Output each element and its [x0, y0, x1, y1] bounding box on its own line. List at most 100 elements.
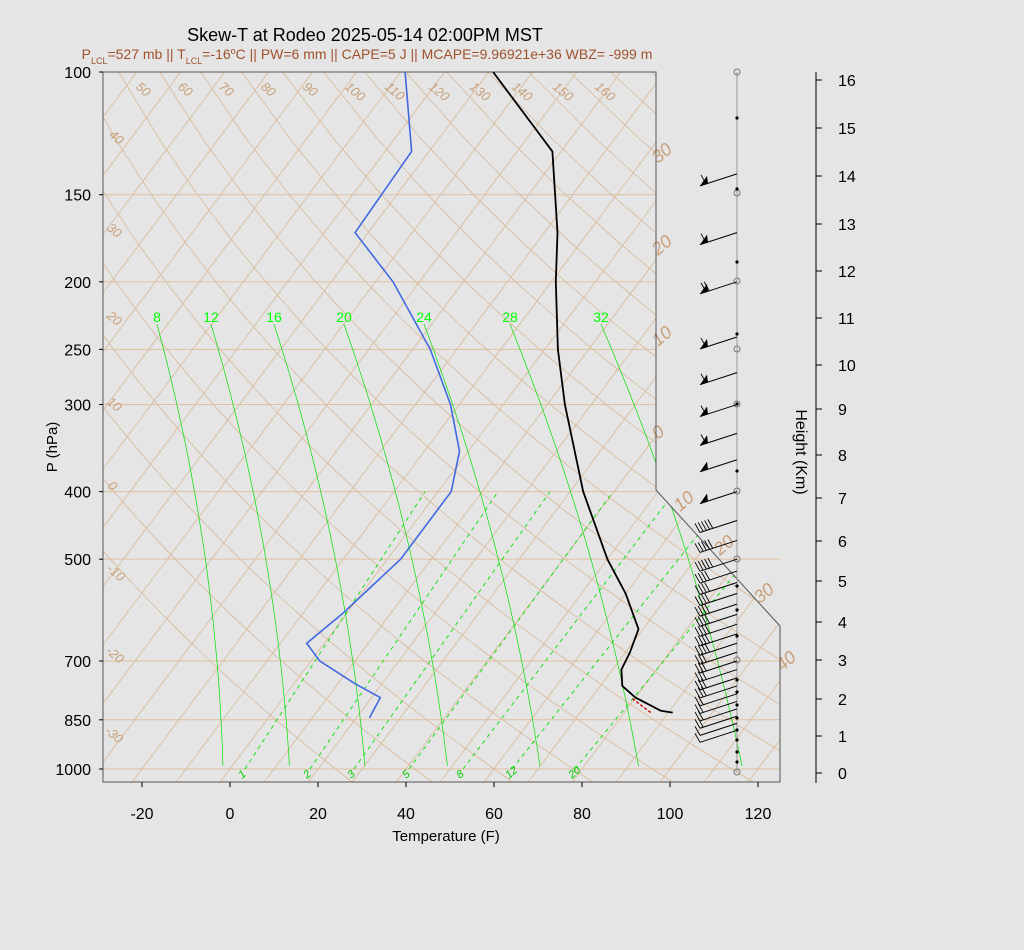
wind-barb	[699, 491, 738, 505]
wind-barb-tick	[701, 594, 707, 604]
wind-barb-tick	[697, 687, 704, 698]
isotherm-line	[614, 72, 780, 782]
mixing-ratio-line	[244, 491, 426, 770]
isotherm-label-top: 90	[300, 79, 321, 100]
dry-adiabat-line	[774, 72, 780, 782]
dry-adiabat-line	[898, 72, 1024, 784]
mixing-ratio-label-bottom: 5	[400, 768, 413, 782]
wind-barb	[694, 693, 738, 707]
wind-level-circle	[733, 768, 741, 776]
isotherm-lines	[0, 40, 1024, 784]
wind-barb-tick	[703, 281, 710, 292]
pressure-tick-label: 850	[64, 713, 91, 730]
wind-barb-tick	[700, 282, 707, 293]
isotherm-line	[103, 72, 645, 782]
wind-level-circle	[733, 656, 741, 664]
isotherm-label-top: 120	[426, 79, 453, 105]
wind-barb-tick	[704, 520, 710, 530]
wind-barb-tick	[694, 680, 701, 691]
pressure-tick-label: 500	[64, 552, 91, 569]
mixing-ratio-label-bottom: 3	[345, 768, 358, 782]
pw-value: 6 mm	[292, 46, 327, 62]
isotherm-line	[103, 72, 469, 782]
height-tick-label: 3	[838, 653, 847, 670]
isotherm-line	[702, 72, 780, 782]
wbz-value: -999 m	[609, 46, 653, 62]
plot-frame	[102, 71, 781, 783]
moist-adiabat-line	[423, 323, 541, 767]
isotherm-line	[103, 72, 117, 782]
mixing-ratio-lines	[156, 323, 780, 770]
isotherm-label-top: 150	[550, 79, 577, 105]
wind-barb	[699, 173, 738, 187]
height-tick-label: 8	[838, 448, 847, 465]
wind-barb-tick	[694, 733, 701, 743]
isotherm-line	[438, 72, 780, 782]
wind-level-dot	[735, 634, 739, 638]
wind-level-circle	[733, 555, 741, 563]
temperature-tick-label: 0	[226, 806, 235, 823]
x-axis-label: Temperature (F)	[392, 828, 500, 845]
wind-barb-tick	[694, 523, 701, 533]
wind-level-circle	[733, 277, 741, 285]
mixing-ratio-label-bottom: 8	[454, 768, 467, 782]
wind-barb-tick	[697, 616, 704, 626]
wind-barb-tick	[694, 711, 701, 722]
isobar-lines	[103, 71, 780, 770]
wind-barb-tick	[700, 434, 707, 444]
isotherm-line	[570, 72, 780, 782]
adiabat-lines	[103, 72, 1024, 784]
wind-barb-tick	[697, 626, 704, 636]
wind-barb-tick	[694, 606, 701, 617]
wind-barb	[694, 722, 738, 736]
height-tick-label: 7	[838, 491, 847, 508]
wind-barb-shaft	[699, 715, 738, 729]
wind-level-circle	[733, 345, 741, 353]
dry-adiabat-line	[200, 72, 780, 782]
wind-barb-tick	[704, 570, 710, 581]
wind-barb-tick	[694, 646, 701, 656]
wind-barb	[694, 593, 738, 606]
wind-barb-tick	[701, 541, 707, 551]
dry-adiabat-line	[980, 72, 1024, 784]
isotherm-line	[0, 40, 73, 784]
wind-barb-tick	[694, 636, 701, 647]
isotherm-label-left: -10	[104, 561, 129, 585]
wind-barb	[694, 519, 738, 533]
wind-barb-tick	[694, 696, 701, 707]
wind-barb	[694, 729, 738, 743]
wind-barb-shaft	[699, 693, 738, 707]
wind-level-dot	[735, 332, 739, 336]
isotherm-line	[350, 72, 780, 782]
isotherm-label-top: 50	[133, 79, 154, 100]
wind-barb-tick	[694, 655, 701, 665]
isotherm-line	[1011, 40, 1024, 784]
wind-barb-tick	[701, 686, 707, 697]
wind-barb-tick	[701, 615, 707, 625]
isotherm-line	[482, 72, 780, 782]
height-tick-label: 16	[838, 73, 856, 90]
dry-adiabat-line	[103, 72, 676, 782]
wind-barb	[694, 613, 738, 627]
wind-barb-tick	[694, 543, 701, 553]
dewpoint-profile-line	[305, 71, 461, 719]
wind-barb-tick	[704, 633, 710, 644]
wind-barb-tick	[704, 624, 710, 634]
isotherm-label-right: 40	[772, 647, 800, 675]
dry-adiabat-line	[323, 72, 780, 782]
chart-subtitle: PLCL=527 mb || TLCL=-16oC || PW=6 mm || …	[82, 46, 653, 66]
temperature-tick-label: 60	[485, 806, 503, 823]
wind-barb	[699, 404, 738, 418]
isotherm-line	[526, 72, 780, 782]
wind-barb-tick	[700, 373, 707, 383]
wind-level-dot	[735, 750, 739, 754]
dry-adiabat-line	[103, 72, 780, 782]
wind-barb-tick	[697, 560, 704, 571]
isotherm-line	[103, 72, 337, 782]
wind-barb-tick	[694, 672, 701, 682]
temperature-tick-label: -20	[130, 806, 153, 823]
height-tick-label: 10	[838, 358, 856, 375]
wind-barb-tick	[704, 593, 710, 603]
wind-barb	[699, 281, 738, 295]
